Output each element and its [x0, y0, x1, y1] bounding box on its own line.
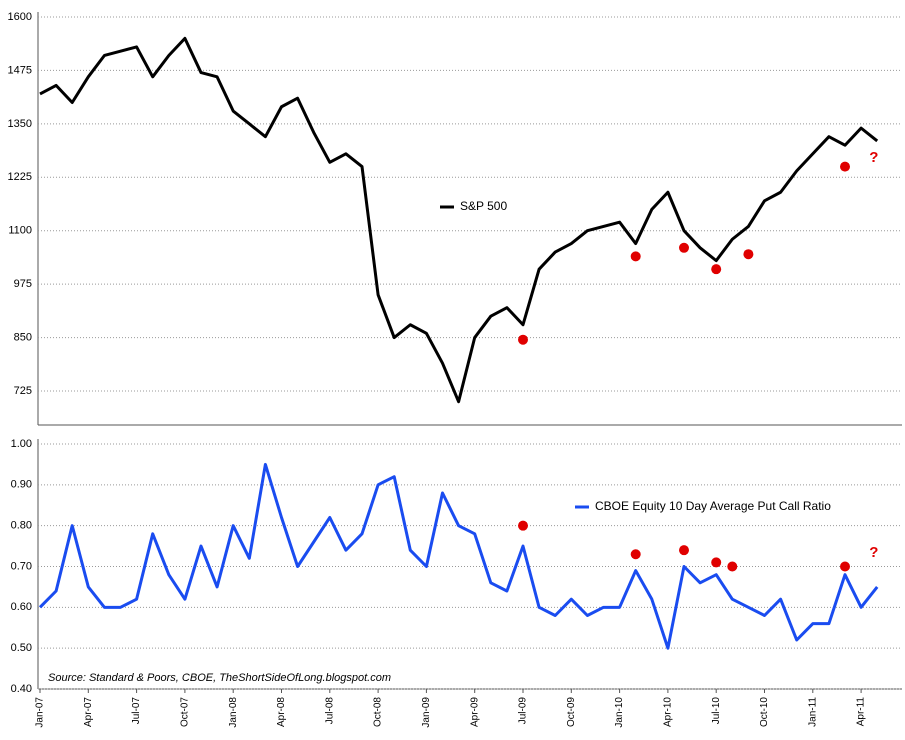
y-tick-label: 1225 — [8, 171, 32, 183]
x-tick-label: Jan-08 — [228, 697, 239, 728]
marker-dot — [743, 249, 754, 260]
y-tick-label: 1600 — [8, 11, 32, 23]
x-tick-label: Jan-11 — [807, 697, 818, 727]
marker-dot — [630, 549, 641, 560]
legend-label: CBOE Equity 10 Day Average Put Call Rati… — [595, 499, 831, 513]
marker-dot — [840, 161, 850, 172]
x-tick-label: Oct-08 — [373, 697, 384, 727]
marker-dot — [727, 561, 738, 572]
y-tick-label: 725 — [14, 385, 32, 397]
y-tick-label: 0.60 — [11, 601, 32, 613]
y-tick-label: 1100 — [8, 225, 32, 237]
x-tick-label: Jul-10 — [711, 697, 722, 725]
x-tick-label: Oct-07 — [180, 697, 191, 727]
y-tick-label: 0.50 — [11, 642, 32, 654]
y-tick-label: 0.70 — [11, 560, 32, 572]
legend-label: S&P 500 — [460, 199, 507, 213]
marker-dot — [518, 520, 528, 531]
marker-dot — [840, 561, 850, 572]
x-tick-label: Jan-10 — [614, 697, 625, 728]
y-tick-label: 850 — [14, 331, 32, 343]
marker-dot — [679, 545, 689, 556]
x-tick-label: Oct-09 — [566, 697, 577, 727]
y-tick-label: 0.90 — [11, 479, 32, 491]
annotation: ? — [869, 149, 878, 166]
y-tick-label: 1350 — [8, 118, 32, 130]
x-tick-label: Apr-11 — [856, 697, 867, 727]
marker-dot — [679, 242, 689, 253]
x-tick-label: Jan-09 — [421, 697, 432, 728]
y-tick-label: 0.40 — [11, 683, 32, 695]
y-tick-label: 975 — [14, 278, 32, 290]
x-tick-label: Apr-10 — [663, 697, 674, 727]
y-tick-label: 0.80 — [11, 520, 32, 532]
x-tick-label: Apr-08 — [276, 697, 287, 727]
x-tick-label: Apr-09 — [469, 697, 480, 727]
y-tick-label: 1.00 — [11, 438, 32, 450]
marker-dot — [630, 251, 641, 262]
y-tick-label: 1475 — [8, 64, 32, 76]
x-tick-label: Jan-07 — [35, 697, 46, 728]
annotation: ? — [869, 544, 878, 561]
series-line — [38, 462, 879, 650]
marker-dot — [711, 264, 722, 275]
marker-dot — [518, 334, 528, 345]
x-tick-label: Oct-10 — [759, 697, 770, 727]
x-tick-label: Jul-07 — [131, 697, 142, 725]
marker-dot — [711, 557, 722, 568]
x-tick-label: Jul-09 — [518, 697, 529, 725]
x-tick-label: Apr-07 — [83, 697, 94, 727]
series-line — [39, 36, 879, 404]
source-note: Source: Standard & Poors, CBOE, TheShort… — [48, 672, 391, 684]
x-tick-label: Jul-08 — [324, 697, 335, 725]
